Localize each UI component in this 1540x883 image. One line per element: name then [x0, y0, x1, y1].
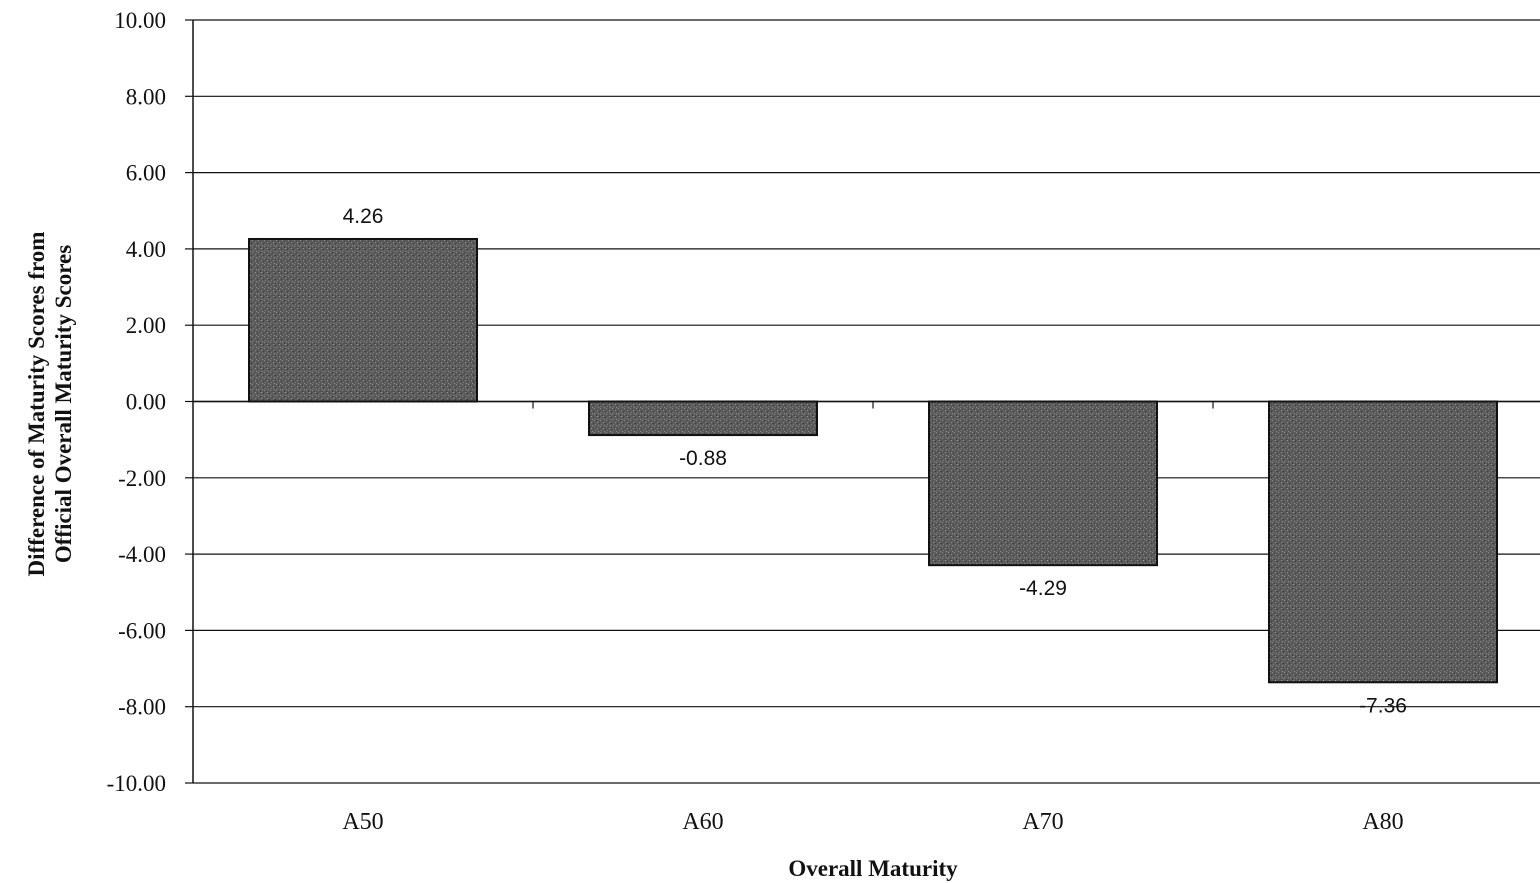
y-tick-label: 8.00 — [126, 84, 166, 109]
data-label: -0.88 — [679, 447, 727, 470]
y-tick-label: 10.00 — [114, 8, 166, 33]
y-tick-label: 2.00 — [126, 313, 166, 338]
y-tick-label: 6.00 — [126, 161, 166, 186]
bar-a80 — [1268, 400, 1498, 684]
y-tick-label: -2.00 — [118, 466, 166, 491]
y-tick-label: -6.00 — [118, 618, 166, 643]
data-labels: 4.26 -0.88 -4.29 -7.36 — [343, 205, 1407, 717]
data-label: -7.36 — [1359, 694, 1407, 717]
bar-a70 — [928, 400, 1158, 567]
y-axis-title-line-2: Official Overall Maturity Scores — [51, 245, 76, 563]
y-tick-label: 4.00 — [126, 237, 166, 262]
bars — [248, 237, 1498, 684]
data-label: 4.26 — [343, 205, 384, 228]
y-tick-label: -10.00 — [107, 771, 166, 796]
x-tick-label: A60 — [682, 809, 723, 835]
y-axis-title: Difference of Maturity Scores from Offic… — [24, 232, 76, 577]
y-tick-label: -8.00 — [118, 695, 166, 720]
x-tick-label: A80 — [1362, 809, 1403, 835]
bar-a50 — [248, 237, 478, 403]
x-axis-title: Overall Maturity — [788, 856, 958, 881]
y-axis-title-line-1: Difference of Maturity Scores from — [24, 232, 49, 577]
x-tick-label: A70 — [1022, 809, 1063, 835]
data-label: -4.29 — [1019, 577, 1067, 600]
bar-a60 — [588, 400, 818, 437]
x-tick-labels: A50 A60 A70 A80 — [342, 809, 1403, 835]
y-tick-label: -4.00 — [118, 542, 166, 567]
y-tick-labels: 10.00 8.00 6.00 4.00 2.00 0.00 -2.00 -4.00 -6.00… — [107, 8, 166, 796]
x-tick-label: A50 — [342, 809, 383, 835]
y-tick-label: 0.00 — [126, 390, 166, 415]
